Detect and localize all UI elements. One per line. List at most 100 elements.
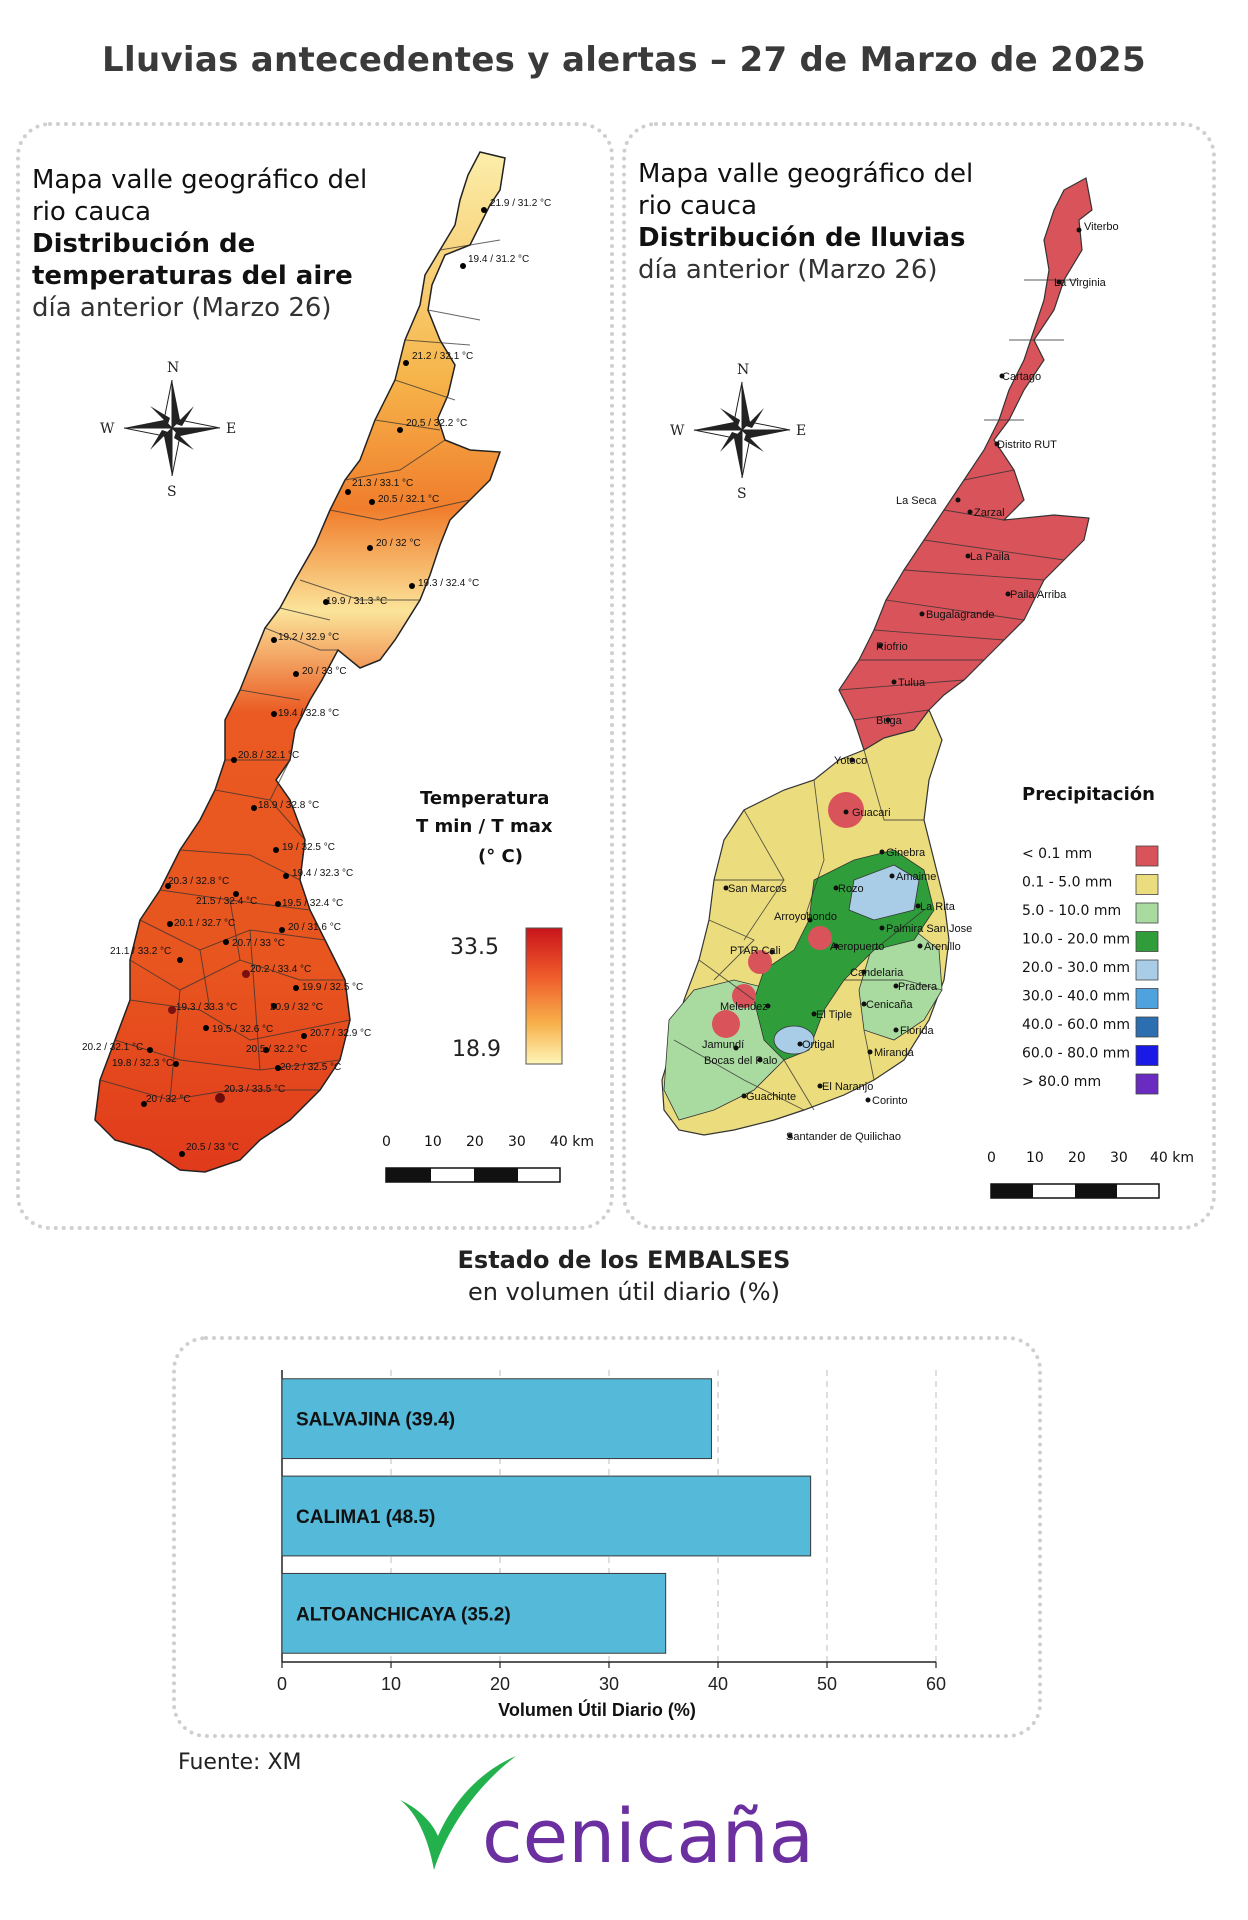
- rain-legend-swatch: [1135, 1073, 1159, 1095]
- temperature-stations: 21.9 / 31.2 °C 19.4 / 31.2 °C 21.2 / 32.…: [82, 198, 551, 1157]
- svg-text:PTAR Cali: PTAR Cali: [730, 945, 781, 957]
- svg-text:Guacari: Guacari: [852, 807, 891, 819]
- svg-text:Miranda: Miranda: [874, 1047, 915, 1059]
- temp-station: 21.2 / 32.1 °C: [403, 351, 473, 366]
- svg-text:La Seca: La Seca: [896, 495, 937, 507]
- temp-station-label: 19.5 / 32.4 °C: [282, 898, 343, 909]
- temp-station: 20.7 / 32.9 °C: [301, 1028, 371, 1039]
- rain-station: Pradera: [893, 981, 938, 993]
- svg-text:Cartago: Cartago: [1002, 371, 1041, 383]
- temp-station: 21.1 / 33.2 °C: [110, 946, 183, 963]
- temp-station: 20.5 / 33 °C: [179, 1142, 239, 1157]
- rain-station: Yotoco: [834, 755, 867, 767]
- compass-w: W: [670, 423, 685, 439]
- temp-station: 20 / 31.6 °C: [279, 922, 341, 933]
- temp-station-label: 20.5 / 32.1 °C: [378, 494, 439, 505]
- source-note: Fuente: XM: [178, 1750, 302, 1775]
- svg-text:Cenicaña: Cenicaña: [866, 999, 913, 1011]
- rain-station: Candelaria: [850, 967, 904, 979]
- rain-legend-label: 5.0 - 10.0 mm: [1022, 903, 1121, 919]
- temp-station: 18.9 / 32.8 °C: [251, 800, 319, 811]
- rain-legend-swatch: [1135, 1016, 1159, 1038]
- temperature-map-panel: [16, 122, 614, 1230]
- svg-text:Zarzal: Zarzal: [974, 507, 1005, 519]
- temp-station: 19.9 / 31.3 °C: [323, 596, 387, 607]
- svg-text:Palmira San Jose: Palmira San Jose: [886, 923, 972, 935]
- logo-leaf-icon: [400, 1756, 516, 1870]
- x-tick-label: 50: [817, 1674, 837, 1694]
- temp-station-label: 20 / 32 °C: [376, 538, 421, 549]
- rain-station: Amaime: [889, 871, 936, 883]
- x-tick-label: 40: [708, 1674, 728, 1694]
- rain-station: Cenicaña: [861, 999, 913, 1011]
- rain-legend-swatch: [1135, 931, 1159, 952]
- rain-legend-label: < 0.1 mm: [1022, 846, 1092, 862]
- temp-title-line4: temperaturas del aire: [32, 261, 353, 291]
- bar-label: SALVAJINA (39.4): [296, 1410, 455, 1431]
- rain-zone-dry-spot: [732, 984, 756, 1008]
- compass-s: S: [737, 486, 747, 502]
- temp-station: 20 / 32 °C: [367, 538, 421, 551]
- scale-label: 30: [1110, 1150, 1128, 1166]
- compass-w: W: [100, 421, 115, 437]
- rain-zone-light-blue: [848, 864, 920, 921]
- svg-text:Amaime: Amaime: [896, 871, 936, 883]
- temp-legend-min: 18.9: [452, 1037, 501, 1062]
- temp-station-label: 20.2 / 32.1 °C: [82, 1042, 143, 1053]
- temp-scale-bar: 0 10 20 30 40 km: [382, 1134, 594, 1183]
- temp-legend-gradient: [525, 927, 563, 1065]
- svg-text:Bugalagrande: Bugalagrande: [926, 609, 995, 621]
- temp-station-label: 20.2 / 32.5 °C: [280, 1062, 341, 1073]
- rain-zone-light-green: [858, 929, 943, 1041]
- temp-station-label: 20.8 / 32.1 °C: [238, 750, 299, 761]
- scale-label: 10: [1026, 1150, 1044, 1166]
- temp-station-label: 21.5 / 32.4 °C: [196, 896, 257, 907]
- svg-text:El Naranjo: El Naranjo: [822, 1081, 873, 1093]
- temp-station-label: 20.5 / 32.2 °C: [246, 1044, 307, 1055]
- svg-text:La Rita: La Rita: [920, 901, 956, 913]
- reservoirs-subtitle: en volumen útil diario (%): [468, 1278, 780, 1306]
- x-tick-label: 20: [490, 1674, 510, 1694]
- temp-station: 19.5 / 32.6 °C: [203, 1024, 273, 1035]
- scale-label: 40 km: [550, 1134, 594, 1150]
- svg-text:Tulua: Tulua: [898, 677, 926, 689]
- bar-label: ALTOANCHICAYA (35.2): [296, 1604, 511, 1625]
- temp-station: 20.5 / 32.2 °C: [397, 418, 467, 433]
- temp-station-label: 19.4 / 31.2 °C: [468, 254, 529, 265]
- temp-station: 19.5 / 32.4 °C: [275, 898, 343, 909]
- svg-text:Arenillo: Arenillo: [924, 941, 961, 953]
- rain-station: La Virginia: [1054, 277, 1107, 289]
- temp-station-label: 20.5 / 32.2 °C: [406, 418, 467, 429]
- temp-station-label: 20 / 31.6 °C: [288, 922, 341, 933]
- temp-station-label: 19.4 / 32.3 °C: [292, 868, 353, 879]
- rain-legend-label: 10.0 - 20.0 mm: [1022, 932, 1130, 948]
- temp-station: 20.3 / 32.8 °C: [165, 876, 229, 889]
- rain-station: Zarzal: [967, 507, 1005, 519]
- rain-station: Ortigal: [797, 1039, 834, 1051]
- temperature-voronoi-lines: [99, 239, 501, 1101]
- temp-station-label: 21.1 / 33.2 °C: [110, 946, 171, 957]
- reservoirs-title: Estado de los EMBALSES: [457, 1246, 791, 1274]
- rain-zone-light-blue: [773, 1025, 815, 1055]
- rain-station: La Paila: [965, 551, 1011, 563]
- rain-station: Bocas del Palo: [704, 1055, 777, 1067]
- svg-text:El Tiple: El Tiple: [816, 1009, 852, 1021]
- temp-station: 19.3 / 33.3 °C: [168, 1002, 237, 1014]
- rain-station: Guachinte: [741, 1091, 796, 1103]
- scale-label: 10: [424, 1134, 442, 1150]
- svg-text:Santander de Quilichao: Santander de Quilichao: [786, 1131, 901, 1143]
- rain-station: Melendez: [720, 1001, 771, 1013]
- temp-station: 19.4 / 32.8 °C: [271, 708, 339, 719]
- rain-legend-swatch: [1135, 988, 1159, 1009]
- temp-station-label: 19.2 / 32.9 °C: [278, 632, 339, 643]
- temp-station-label: 18.9 / 32.8 °C: [258, 800, 319, 811]
- rain-station: Tulua: [891, 677, 926, 689]
- reservoirs-panel: [172, 1336, 1042, 1738]
- temp-title-line3: Distribución de: [32, 229, 256, 259]
- rain-station: Florida: [893, 1025, 935, 1037]
- rain-scale-bar: 0 10 20 30 40 km: [987, 1150, 1194, 1199]
- temp-station: 21.5 / 32.4 °C: [196, 891, 257, 907]
- rain-legend-swatch: [1135, 1045, 1159, 1066]
- svg-text:Buga: Buga: [876, 715, 903, 727]
- compass-e: E: [226, 421, 236, 437]
